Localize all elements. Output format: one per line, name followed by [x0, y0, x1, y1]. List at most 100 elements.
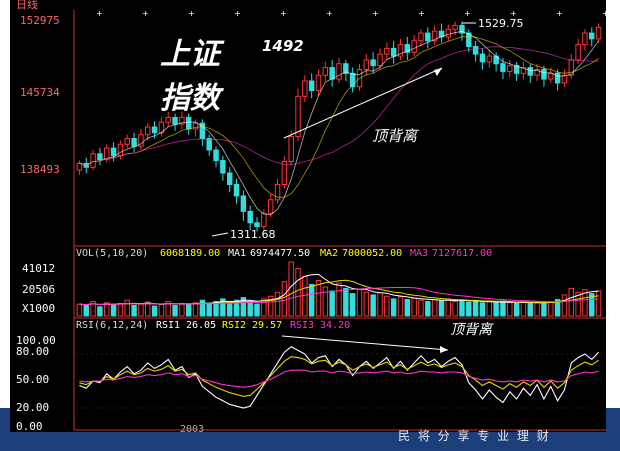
divergence-arrow-price [283, 67, 443, 139]
volume-bar [390, 298, 397, 317]
volume-bar [384, 295, 390, 317]
candle-body [589, 32, 595, 40]
candle-body [281, 161, 288, 185]
candle-body [561, 74, 568, 84]
volume-bar [336, 282, 342, 317]
volume-bar [418, 299, 424, 317]
volume-bar [459, 299, 465, 317]
rsi3-label: RSI3 [290, 320, 314, 331]
candle-body [90, 153, 96, 168]
volume-ma3-value: 7127617.00 [432, 248, 492, 259]
candle-body [507, 65, 513, 72]
divergence-arrow-rsi [281, 335, 449, 351]
candle-body [274, 184, 281, 201]
candle-body [261, 212, 267, 228]
candle-body [349, 72, 356, 88]
period-marker: + [234, 9, 241, 18]
candle-body [411, 40, 417, 53]
candle-body [172, 116, 178, 125]
high-price-label: 1529.75 [478, 17, 524, 30]
volume-bar [254, 303, 260, 317]
volume-bar [472, 300, 479, 317]
index-title-line2: 指数 [160, 81, 224, 116]
volume-bar [295, 268, 301, 317]
volume-ma1-label: MA1 [228, 248, 246, 259]
candle-body [308, 80, 315, 92]
candle-body [110, 147, 117, 157]
volume-bar [445, 298, 452, 317]
volume-bar [322, 286, 329, 317]
candle-body [390, 47, 397, 57]
volume-value: 6068189.00 [160, 248, 220, 259]
volume-bar [377, 292, 383, 317]
rsi-tick-80: 80.00 [16, 345, 49, 358]
volume-bar [589, 293, 595, 317]
volume-bar [145, 301, 151, 317]
candle-body [329, 67, 335, 80]
volume-ma2-label: MA2 [320, 248, 338, 259]
volume-bar [185, 304, 192, 317]
volume-bar [541, 302, 547, 317]
volume-bar [76, 303, 83, 317]
volume-bar [274, 291, 281, 317]
rsi2-value: 29.57 [252, 320, 282, 331]
volume-tick-unit: X1000 [22, 302, 55, 315]
volume-bar [302, 275, 308, 317]
low-label-leader [211, 232, 229, 237]
volume-bar [527, 302, 533, 317]
volume-bar [172, 304, 178, 317]
period-marker: + [326, 9, 333, 18]
candle-body [322, 67, 329, 76]
year-label: 2003 [180, 424, 204, 435]
candle-body [363, 59, 370, 71]
divergence-label-rsi: 顶背离 [450, 322, 494, 338]
candle-body [76, 162, 83, 171]
volume-bar [404, 299, 411, 317]
volume-bar [343, 287, 349, 317]
period-marker: + [464, 9, 471, 18]
candle-body [404, 44, 411, 53]
period-marker: + [96, 9, 103, 18]
candle-body [397, 44, 404, 57]
volume-bar [520, 301, 527, 317]
volume-tick-mid: 20506 [22, 283, 55, 296]
volume-bar [104, 302, 110, 317]
volume-bar [165, 301, 171, 317]
candle-body [315, 74, 322, 92]
volume-bar [97, 306, 103, 317]
volume-bar [568, 287, 574, 317]
volume-bar [151, 305, 158, 317]
candle-body [267, 199, 274, 214]
volume-bar [158, 303, 165, 317]
candle-body [486, 55, 493, 63]
volume-series [76, 261, 602, 317]
volume-bar [479, 302, 486, 317]
volume-bar [233, 299, 240, 317]
peak-label: 1492 [262, 37, 304, 55]
price-ma-line [79, 36, 599, 198]
volume-tick-high: 41012 [22, 262, 55, 275]
index-title-line1: 上证 [160, 37, 225, 72]
volume-bar [308, 283, 315, 317]
candle-body [370, 59, 376, 67]
candle-body [117, 143, 124, 157]
footer-slogan: 民 将 分 享 专 业 理 财 [398, 429, 551, 443]
volume-bar [124, 299, 130, 317]
divergence-arrowhead-rsi [440, 346, 448, 353]
candle-body [459, 24, 465, 34]
rsi-tick-50: 50.00 [16, 373, 49, 386]
period-marker: + [280, 9, 287, 18]
candle-body [192, 122, 199, 130]
candle-body [131, 138, 137, 147]
volume-bar [363, 291, 370, 317]
volume-ma-line [79, 286, 599, 306]
volume-bar [425, 301, 431, 317]
rsi-line-rsi1 [79, 346, 599, 409]
volume-bar [486, 301, 493, 317]
low-price-label: 1311.68 [230, 228, 276, 241]
candle-body [479, 53, 486, 63]
period-marker: + [142, 9, 149, 18]
volume-bar [466, 301, 472, 317]
volume-bar [315, 279, 322, 317]
